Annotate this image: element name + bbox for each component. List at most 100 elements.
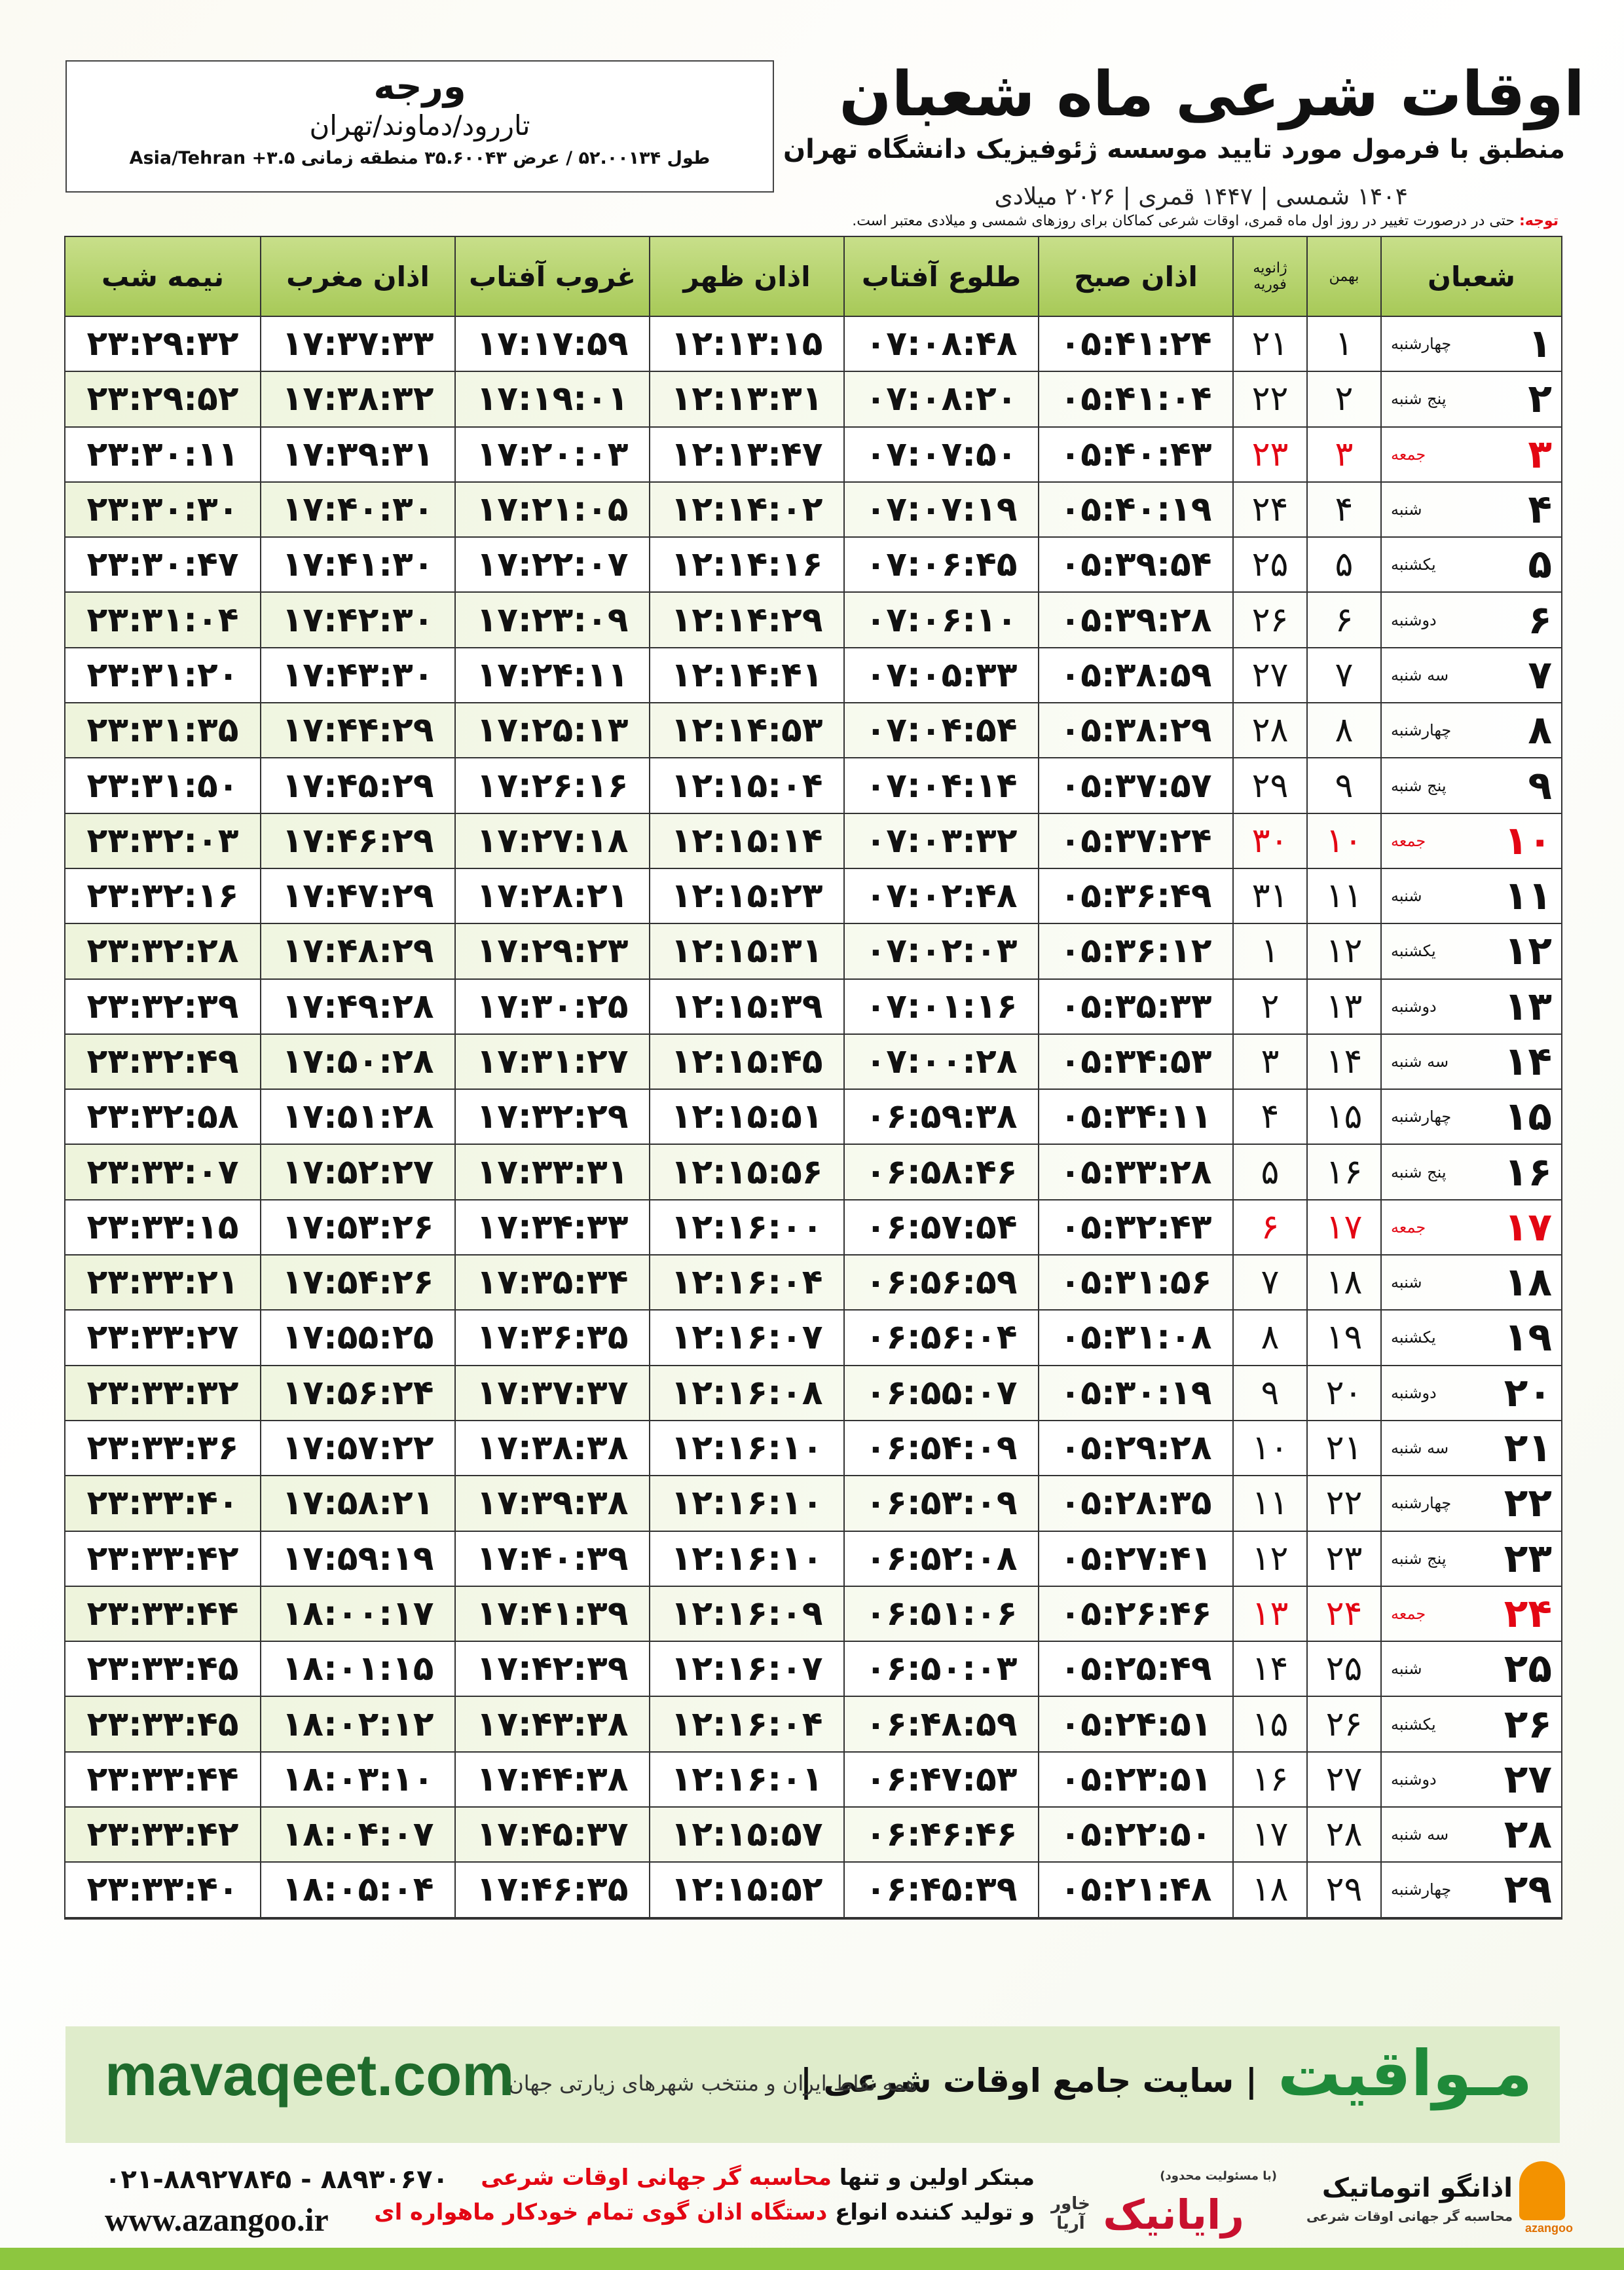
time: ۱۲:۱۴:۵۳ xyxy=(649,703,843,759)
time: ۰۷:۰۷:۵۰ xyxy=(843,427,1038,483)
time: ۲۳:۳۳:۴۵ xyxy=(65,1697,260,1753)
weekday: شنبه xyxy=(1391,1273,1422,1292)
time: ۱۷:۵۰:۲۸ xyxy=(260,1034,454,1090)
time: ۱۷:۴۳:۳۰ xyxy=(260,648,454,704)
day-cell: ۱۵ چهارشنبه xyxy=(1380,1090,1561,1145)
location-box: ورجه تاررود/دماوند/تهران طول ۵۲.۰۰۱۳۴ / … xyxy=(65,60,774,193)
site-url[interactable]: mavaqeet.com xyxy=(105,2043,515,2108)
day-cell: ۲۰ دوشنبه xyxy=(1380,1366,1561,1421)
time: ۰۷:۰۴:۱۴ xyxy=(843,758,1038,814)
gregorian-day: ۱ xyxy=(1232,924,1306,980)
time: ۲۳:۳۲:۱۶ xyxy=(65,869,260,925)
time: ۱۷:۴۸:۲۹ xyxy=(260,924,454,980)
time: ۱۷:۳۹:۳۱ xyxy=(260,427,454,483)
row: ۱۰ جمعه ۱۰ ۳۰ ۰۵:۳۷:۲۴ ۰۷:۰۳:۳۲ ۱۲:۱۵:۱۴ ۱۷:۲۷:… xyxy=(65,813,1561,869)
time: ۱۲:۱۶:۰۴ xyxy=(649,1256,843,1311)
time: ۱۲:۱۶:۰۷ xyxy=(649,1642,843,1698)
time: ۰۷:۰۶:۱۰ xyxy=(843,593,1038,648)
time: ۱۷:۳۷:۳۷ xyxy=(454,1366,649,1421)
time: ۱۷:۳۸:۳۲ xyxy=(260,372,454,428)
time: ۱۷:۴۴:۳۸ xyxy=(454,1752,649,1808)
gregorian-day: ۹ xyxy=(1232,1366,1306,1421)
time: ۰۷:۰۱:۱۶ xyxy=(843,979,1038,1035)
time: ۱۷:۵۴:۲۶ xyxy=(260,1256,454,1311)
row: ۱۱ شنبه ۱۱ ۳۱ ۰۵:۳۶:۴۹ ۰۷:۰۲:۴۸ ۱۲:۱۵:۲۳ ۱۷:۲۸:… xyxy=(65,868,1561,925)
time: ۰۵:۴۰:۴۳ xyxy=(1038,427,1232,483)
time: ۱۷:۴۱:۳۰ xyxy=(260,538,454,593)
time: ۱۲:۱۵:۲۳ xyxy=(649,868,843,925)
time: ۰۵:۲۱:۴۸ xyxy=(1038,1863,1232,1918)
time: ۱۷:۴۲:۳۹ xyxy=(454,1642,649,1698)
weekday: جمعه xyxy=(1391,831,1426,850)
time: ۱۷:۴۹:۲۸ xyxy=(260,979,454,1035)
time: ۱۷:۲۳:۰۹ xyxy=(454,593,649,648)
day-cell: ۱۹ یکشنبه xyxy=(1380,1311,1561,1366)
time: ۱۷:۲۰:۰۳ xyxy=(454,427,649,483)
row: ۵ یکشنبه ۵ ۲۵ ۰۵:۳۹:۵۴ ۰۷:۰۶:۴۵ ۱۲:۱۴:۱۶ ۱۷:۲۲:… xyxy=(65,538,1561,593)
slogan-text: سایت جامع اوقات شرعی xyxy=(823,2062,1234,2100)
location-region: تاررود/دماوند/تهران xyxy=(309,109,530,141)
time: ۰۷:۰۷:۱۹ xyxy=(843,482,1038,538)
promo-highlight: محاسبه گر جهانی اوقات شرعی xyxy=(481,2165,832,2191)
row: ۲۵ شنبه ۲۵ ۱۴ ۰۵:۲۵:۴۹ ۰۶:۵۰:۰۳ ۱۲:۱۶:۰۷ ۱۷:۴۲:… xyxy=(65,1642,1561,1698)
time: ۱۷:۴۵:۲۹ xyxy=(260,758,454,814)
day-number: ۱۶ xyxy=(1504,1149,1552,1195)
day-cell: ۸ چهارشنبه xyxy=(1380,703,1561,759)
time: ۱۷:۲۸:۲۱ xyxy=(454,868,649,925)
col-header: فوریه xyxy=(1253,276,1287,293)
bahman-day: ۹ xyxy=(1306,758,1380,814)
gregorian-day: ۲۴ xyxy=(1232,482,1306,538)
phones: ۰۲۱-۸۸۹۲۷۸۴۵ - ۸۸۹۳۰۶۷۰ xyxy=(105,2165,449,2195)
time: ۱۸:۰۲:۱۲ xyxy=(260,1697,454,1753)
time: ۱۲:۱۶:۰۹ xyxy=(649,1586,843,1643)
time: ۲۳:۳۰:۴۷ xyxy=(65,538,260,593)
bahman-day: ۷ xyxy=(1306,648,1380,704)
col-header: غروب آفتاب xyxy=(454,237,649,317)
day-number: ۱۹ xyxy=(1504,1314,1552,1361)
time: ۱۲:۱۶:۰۱ xyxy=(649,1752,843,1808)
day-cell: ۱۶ پنج شنبه xyxy=(1380,1145,1561,1200)
weekday: سه شنبه xyxy=(1391,1439,1449,1458)
time: ۲۳:۳۳:۳۲ xyxy=(65,1366,260,1421)
weekday: چهارشنبه xyxy=(1391,1880,1452,1899)
promo-text: مبتکر اولین و تنها xyxy=(839,2165,1035,2191)
footer-band xyxy=(65,2026,1560,2143)
row: ۲۸ سه شنبه ۲۸ ۱۷ ۰۵:۲۲:۵۰ ۰۶:۴۶:۴۶ ۱۲:۱۵:۵۷ ۱۷:… xyxy=(65,1808,1561,1863)
note: توجه: حتی در درصورت تغییر در روز اول ماه… xyxy=(852,213,1559,229)
time: ۱۷:۱۷:۵۹ xyxy=(454,317,649,373)
time: ۱۷:۴۴:۲۹ xyxy=(260,703,454,759)
time: ۱۲:۱۵:۵۲ xyxy=(649,1863,843,1918)
bahman-day: ۲۱ xyxy=(1306,1421,1380,1477)
time: ۲۳:۳۳:۴۲ xyxy=(65,1532,260,1587)
gregorian-day: ۸ xyxy=(1232,1311,1306,1366)
logo-azangoo-sub: محاسبه گر جهانی اوقات شرعی xyxy=(1306,2208,1513,2224)
web-url[interactable]: www.azangoo.ir xyxy=(105,2201,329,2238)
col-header: اذان صبح xyxy=(1038,237,1232,317)
time: ۱۲:۱۵:۴۵ xyxy=(649,1034,843,1090)
time: ۰۵:۲۹:۲۸ xyxy=(1038,1421,1232,1477)
bahman-day: ۲۳ xyxy=(1306,1531,1380,1587)
time: ۲۳:۳۲:۰۳ xyxy=(65,814,260,869)
gregorian-day: ۳ xyxy=(1232,1034,1306,1090)
row: ۲ پنج شنبه ۲ ۲۲ ۰۵:۴۱:۰۴ ۰۷:۰۸:۲۰ ۱۲:۱۳:۳۱ ۱۷:۱… xyxy=(65,372,1561,428)
weekday: سه شنبه xyxy=(1391,1052,1449,1071)
time: ۰۶:۴۶:۴۶ xyxy=(843,1808,1038,1863)
time: ۱۷:۴۶:۳۵ xyxy=(454,1863,649,1918)
col-header: بهمن xyxy=(1306,237,1380,317)
time: ۱۲:۱۵:۳۱ xyxy=(649,924,843,980)
bahman-day: ۱۳ xyxy=(1306,979,1380,1035)
time: ۰۵:۲۵:۴۹ xyxy=(1038,1642,1232,1698)
day-number: ۱۰ xyxy=(1504,817,1552,864)
day-cell: ۱۱ شنبه xyxy=(1380,868,1561,925)
time: ۱۷:۲۶:۱۶ xyxy=(454,758,649,814)
gregorian-day: ۲۷ xyxy=(1232,648,1306,704)
gregorian-day: ۱۸ xyxy=(1232,1863,1306,1918)
day-cell: ۱ چهارشنبه xyxy=(1380,317,1561,373)
time: ۱۷:۴۱:۳۹ xyxy=(454,1586,649,1643)
location-coords: طول ۵۲.۰۰۱۳۴ / عرض ۳۵.۶۰۰۴۳ منطقه زمانی … xyxy=(129,148,710,168)
time: ۰۵:۳۶:۱۲ xyxy=(1038,924,1232,980)
time: ۰۷:۰۳:۳۲ xyxy=(843,813,1038,869)
times-table: شعبان بهمن ژانویه فوریه اذان صبح طلوع آفتا… xyxy=(64,236,1562,1920)
gregorian-day: ۲۶ xyxy=(1232,593,1306,648)
row: ۱۸ شنبه ۱۸ ۷ ۰۵:۳۱:۵۶ ۰۶:۵۶:۵۹ ۱۲:۱۶:۰۴ ۱۷:۳۵:۳… xyxy=(65,1256,1561,1311)
